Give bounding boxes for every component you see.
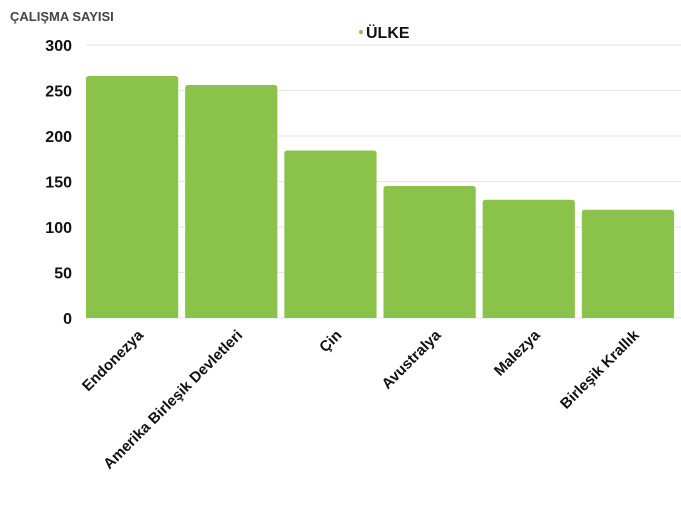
y-tick-label: 50 [54,266,72,283]
y-tick-label: 300 [45,38,72,55]
y-axis-title: ÇALIŞMA SAYISI [10,9,114,24]
bar [581,209,675,318]
bar [86,75,179,318]
y-tick-label: 250 [45,84,72,101]
y-tick-label: 100 [45,220,72,237]
bar [383,186,476,318]
y-tick-label: 0 [63,311,72,328]
y-axis-ticks: 0 50 100 150 200 250 300 [45,38,72,328]
x-category-label: Endonezya [79,326,147,394]
bar [185,85,278,318]
y-tick-label: 200 [45,129,72,146]
y-tick-label: 150 [45,175,72,192]
x-category-label: Avustralya [379,326,445,392]
bar [284,150,377,318]
bar [482,199,575,318]
legend-label: ÜLKE [366,23,410,42]
x-category-label: Çin [316,327,345,356]
bars [86,75,675,318]
x-category-label: Malezya [491,326,544,379]
legend-marker [359,30,363,34]
legend: ÜLKE [359,23,410,42]
x-category-label: Birleşik Krallık [557,326,643,412]
